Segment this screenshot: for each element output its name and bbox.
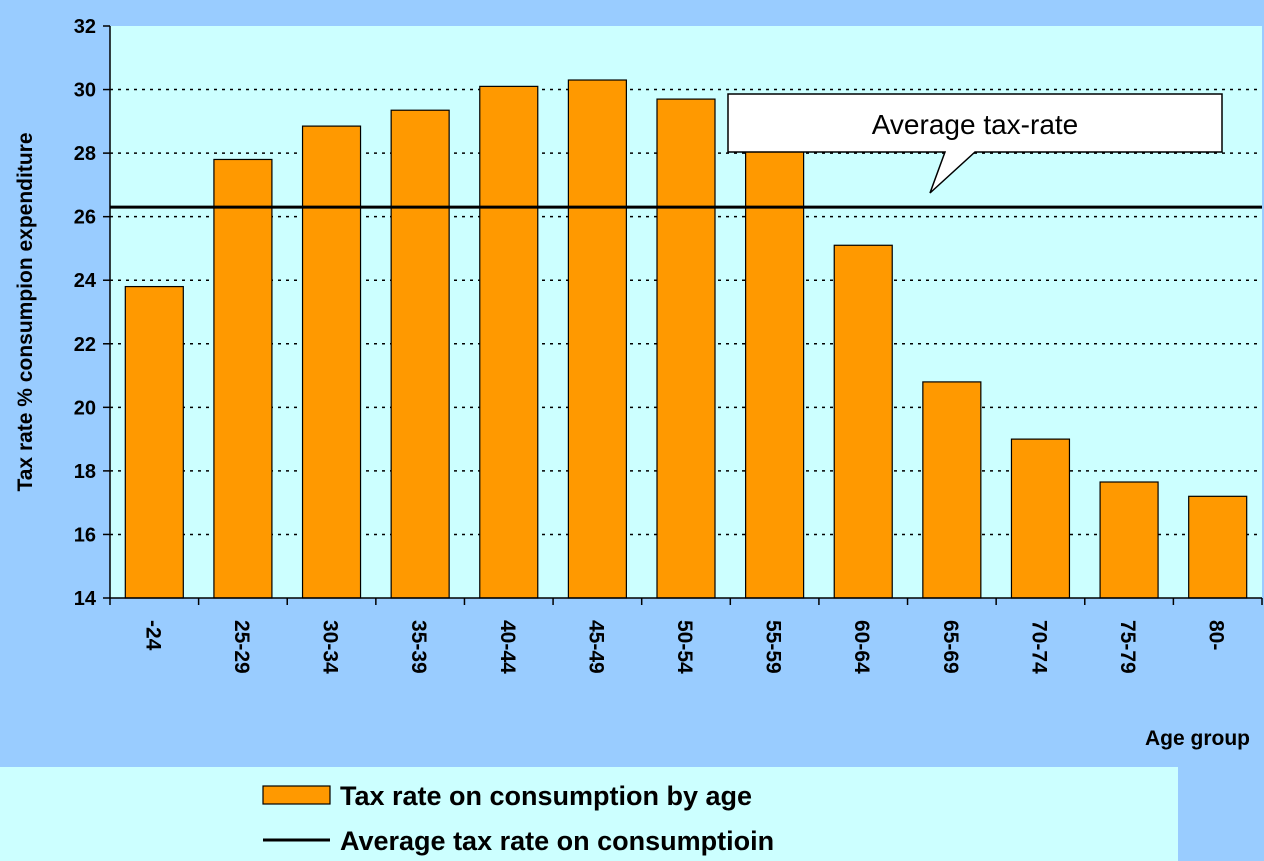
y-tick-label: 16 — [74, 524, 96, 546]
x-axis-title: Age group — [1145, 727, 1250, 750]
x-tick-label: 25-29 — [230, 620, 253, 674]
y-tick-label: 26 — [74, 207, 96, 229]
bar — [833, 244, 893, 599]
y-tick-label: 22 — [74, 334, 96, 356]
y-axis-title: Tax rate % consumpion expenditure — [14, 132, 37, 491]
x-tick-label: 35-39 — [407, 620, 430, 674]
x-tick-label: 65-69 — [939, 620, 962, 674]
bar — [213, 158, 273, 599]
annotation: Average tax-rate — [872, 109, 1079, 140]
bar — [124, 285, 184, 599]
y-tick-label: 18 — [74, 461, 96, 483]
bar — [390, 109, 450, 599]
bar — [656, 98, 716, 599]
bar — [301, 125, 362, 599]
y-tick-label: 32 — [74, 16, 96, 38]
x-tick-label: 50-54 — [673, 620, 696, 674]
y-tick-label: 14 — [74, 588, 97, 610]
bar — [745, 147, 805, 599]
bar — [567, 79, 627, 599]
bar — [1099, 481, 1159, 599]
bar — [1010, 438, 1071, 599]
x-tick-label: 30-34 — [319, 620, 342, 674]
legend-label: Tax rate on consumption by age — [340, 781, 752, 811]
x-tick-label: 60-64 — [850, 620, 873, 674]
y-tick-label: 24 — [74, 270, 97, 292]
y-tick-label: 20 — [74, 397, 96, 419]
bar — [922, 381, 982, 599]
y-tick-label: 30 — [74, 80, 96, 102]
x-tick-label: 45-49 — [584, 620, 607, 674]
x-tick-label: -24 — [141, 620, 164, 651]
bar — [479, 85, 539, 599]
callout — [727, 93, 1223, 194]
y-tick-label: 28 — [74, 143, 96, 165]
x-tick-label: 70-74 — [1027, 620, 1050, 674]
x-tick-label: 55-59 — [762, 620, 785, 674]
legend-box — [0, 767, 1178, 861]
x-tick-label: 80- — [1205, 620, 1228, 650]
bar — [1188, 495, 1248, 599]
legend-label: Average tax rate on consumptioin — [340, 826, 774, 856]
x-tick-label: 40-44 — [496, 620, 519, 674]
legend-swatch — [262, 785, 331, 805]
x-tick-label: 75-79 — [1116, 620, 1139, 674]
